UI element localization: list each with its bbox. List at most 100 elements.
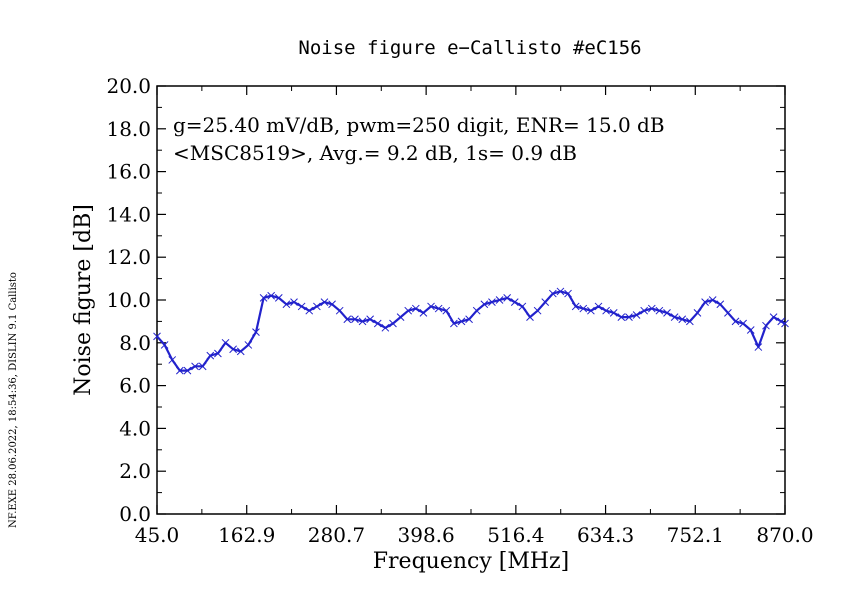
- y-axis-ticks: 0.0 2.0 4.0 6.0 8.0 10.0 12.0 14.0 16.0 18.0 20.0: [106, 74, 785, 526]
- data-point: [389, 319, 397, 328]
- data-point: [198, 362, 207, 371]
- x-tick-label: 45.0: [135, 523, 180, 547]
- y-tick-label: 0.0: [119, 502, 151, 526]
- data-point: [503, 294, 512, 302]
- data-point: [442, 306, 451, 315]
- data-point: [754, 343, 763, 351]
- data-point: [457, 317, 466, 326]
- data-point: [191, 362, 199, 371]
- data-point: [777, 317, 786, 326]
- x-tick-label: 398.6: [398, 523, 455, 547]
- data-point: [282, 300, 291, 309]
- data-point: [305, 306, 314, 315]
- y-tick-label: 8.0: [119, 331, 151, 355]
- data-point: [579, 304, 588, 313]
- data-point: [670, 313, 679, 321]
- y-tick-label: 6.0: [119, 374, 151, 398]
- data-point: [655, 306, 664, 315]
- x-tick-label: 162.9: [218, 523, 275, 547]
- x-tick-label: 280.7: [308, 523, 365, 547]
- data-point: [343, 315, 352, 324]
- data-point: [617, 313, 626, 321]
- data-point: [625, 313, 633, 321]
- y-tick-label: 2.0: [119, 459, 151, 483]
- data-point: [488, 298, 496, 306]
- data-point: [731, 317, 740, 326]
- data-point: [168, 356, 177, 364]
- x-axis-label: Frequency [MHz]: [373, 549, 569, 574]
- footer-stamp: NF.EXE 28.06.2022, 18:54:36, DISLIN 9.1 …: [8, 272, 19, 528]
- data-point: [160, 341, 169, 349]
- y-tick-label: 18.0: [106, 117, 151, 141]
- data-point: [663, 308, 671, 317]
- x-axis-ticks: 45.0 162.9 280.7 398.6 516.4 634.3 752.1 870.0: [135, 86, 814, 547]
- x-tick-label: 516.4: [487, 523, 544, 547]
- y-axis-label: Noise figure [dB]: [71, 204, 96, 396]
- data-point: [632, 311, 641, 319]
- data-point: [480, 300, 489, 309]
- data-point: [373, 319, 382, 328]
- data-point: [221, 338, 230, 347]
- y-tick-label: 14.0: [106, 202, 151, 226]
- data-point: [701, 298, 709, 306]
- y-tick-label: 12.0: [106, 245, 151, 269]
- data-point: [335, 306, 344, 315]
- series-line: [156, 290, 786, 372]
- data-point: [320, 298, 329, 306]
- y-tick-label: 16.0: [106, 160, 151, 184]
- data-point: [724, 308, 732, 317]
- data-point: [297, 302, 306, 311]
- data-point: [564, 289, 572, 298]
- data-point: [587, 306, 595, 315]
- data-point: [526, 313, 534, 321]
- x-tick-label: 634.3: [577, 523, 634, 547]
- data-point: [518, 302, 527, 311]
- data-point: [153, 332, 161, 341]
- data-point: [533, 306, 542, 315]
- data-point: [541, 298, 550, 306]
- data-point: [290, 298, 298, 306]
- annotation-line-1: g=25.40 mV/dB, pwm=250 digit, ENR= 15.0 …: [173, 113, 665, 137]
- data-point: [510, 298, 519, 306]
- data-point: [252, 328, 260, 336]
- data-point: [746, 326, 755, 334]
- data-point: [214, 349, 222, 358]
- data-point: [739, 319, 747, 328]
- data-point: [411, 304, 420, 313]
- data-point: [236, 347, 245, 356]
- data-point: [762, 321, 770, 330]
- data-point: [556, 287, 565, 296]
- data-point: [381, 323, 390, 332]
- data-point: [244, 341, 253, 349]
- data-point: [685, 317, 694, 326]
- data-point: [640, 306, 649, 315]
- data-point: [716, 300, 725, 309]
- data-point: [434, 304, 443, 313]
- annotation-line-2: <MSC8519>, Avg.= 9.2 dB, 1s= 0.9 dB: [173, 141, 577, 165]
- data-point: [472, 306, 481, 315]
- data-point: [609, 308, 618, 317]
- data-point: [769, 313, 778, 321]
- noise-figure-series: [153, 287, 789, 375]
- data-point: [206, 351, 215, 360]
- data-point: [465, 315, 473, 324]
- data-point: [678, 315, 687, 324]
- data-point: [328, 300, 336, 309]
- x-tick-label: 870.0: [756, 523, 813, 547]
- data-point: [351, 315, 359, 324]
- data-point: [450, 319, 458, 328]
- data-point: [495, 296, 504, 304]
- data-point: [229, 345, 237, 354]
- data-point: [548, 289, 557, 298]
- data-point: [366, 315, 374, 324]
- x-tick-label: 752.1: [667, 523, 724, 547]
- data-point: [267, 291, 276, 300]
- data-point: [647, 304, 656, 313]
- data-point: [404, 306, 413, 315]
- data-point: [427, 302, 435, 311]
- data-point: [396, 313, 405, 321]
- data-point: [175, 366, 184, 375]
- data-point: [594, 302, 603, 311]
- data-point: [259, 294, 268, 302]
